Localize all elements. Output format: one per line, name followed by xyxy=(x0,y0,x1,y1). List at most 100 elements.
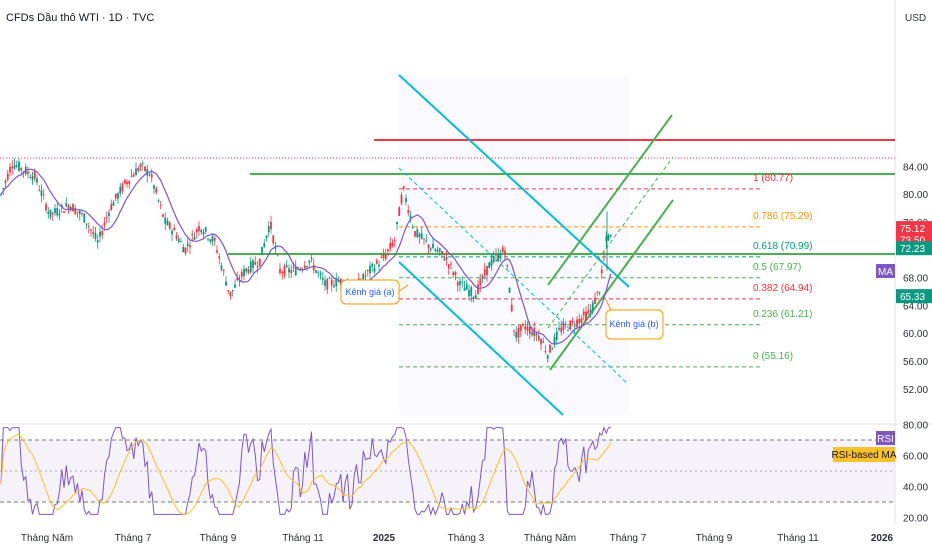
candle xyxy=(501,245,504,253)
candle xyxy=(425,234,428,244)
candle xyxy=(418,232,421,244)
time-tick: 2025 xyxy=(373,533,396,544)
time-axis: Tháng Năm Tháng 7 Tháng 9 Tháng 11 2025 Tháng… xyxy=(21,533,894,544)
candle xyxy=(409,210,412,223)
candle xyxy=(483,262,486,280)
candle xyxy=(267,221,270,237)
candle xyxy=(272,234,275,246)
candle xyxy=(540,337,542,351)
candle xyxy=(544,345,547,355)
price-tag[interactable]: 75.12 xyxy=(896,221,932,236)
candle xyxy=(38,185,41,192)
candle xyxy=(81,211,83,217)
candle xyxy=(562,318,565,334)
rsi-badge[interactable]: RSI xyxy=(876,431,895,445)
callout-channel-a[interactable]: Kênh giá (a) xyxy=(340,279,409,305)
candle xyxy=(274,241,277,255)
candle xyxy=(144,165,146,173)
candle xyxy=(600,265,603,279)
candle xyxy=(49,209,52,220)
candle xyxy=(90,228,92,237)
fib-label: 1 (80.77) xyxy=(753,173,793,184)
channel-b[interactable] xyxy=(547,114,674,371)
candle xyxy=(416,226,419,239)
candle xyxy=(252,258,254,273)
channel-a[interactable] xyxy=(398,74,630,416)
candle xyxy=(389,237,392,252)
candle xyxy=(137,165,140,173)
candle xyxy=(108,209,110,223)
candle xyxy=(83,213,86,224)
candle xyxy=(488,261,491,269)
candle xyxy=(582,308,585,321)
candle xyxy=(132,171,135,177)
candle xyxy=(303,260,306,270)
candle xyxy=(387,248,389,257)
candle xyxy=(247,265,250,275)
candle xyxy=(542,337,545,344)
candle xyxy=(220,262,223,272)
ma-badge[interactable]: MA xyxy=(876,264,895,278)
candle xyxy=(276,252,279,257)
candle xyxy=(558,321,560,332)
candle xyxy=(504,246,506,261)
candle xyxy=(45,202,47,213)
candle xyxy=(29,173,32,179)
candle xyxy=(126,178,128,188)
candle xyxy=(54,204,56,217)
callout-channel-b[interactable]: Kênh giá (b) xyxy=(605,299,664,340)
candle xyxy=(519,325,522,338)
candle xyxy=(319,270,322,280)
candle xyxy=(9,162,11,176)
candle xyxy=(135,162,137,176)
candle xyxy=(324,275,326,291)
candle xyxy=(263,239,266,248)
candle xyxy=(335,272,338,292)
candle xyxy=(173,224,176,231)
candle xyxy=(571,317,574,326)
candle xyxy=(211,233,214,246)
fib-label: 0.5 (67.97) xyxy=(753,262,801,273)
candle xyxy=(222,268,225,277)
candle xyxy=(256,260,259,274)
candle xyxy=(472,295,475,303)
candle xyxy=(254,256,257,266)
candle xyxy=(445,250,448,266)
candle xyxy=(506,264,509,270)
candle xyxy=(209,238,212,245)
callout-label-a: Kênh giá (a) xyxy=(345,287,394,297)
candle xyxy=(587,304,590,315)
candle xyxy=(438,247,441,256)
candle xyxy=(414,230,416,238)
price-tag[interactable]: 72.23 xyxy=(896,241,932,256)
rsi-tick: 80.00 xyxy=(903,421,928,432)
candle xyxy=(459,277,461,292)
price-tick: 68.00 xyxy=(903,274,928,285)
time-tick: Tháng 11 xyxy=(282,533,324,544)
candle xyxy=(164,212,167,231)
candle xyxy=(447,263,450,275)
candle xyxy=(492,250,495,264)
candle xyxy=(405,194,407,206)
candle xyxy=(36,175,38,186)
candle xyxy=(207,237,209,242)
candle xyxy=(249,257,252,274)
candle xyxy=(321,271,324,286)
price-tag[interactable]: 65.33 xyxy=(896,289,932,304)
candle xyxy=(195,227,198,239)
candle xyxy=(234,279,236,289)
candle xyxy=(258,258,261,268)
candle xyxy=(270,215,272,234)
candle xyxy=(380,252,383,259)
candle xyxy=(594,292,596,304)
fib-label: 0.236 (61.21) xyxy=(753,309,813,320)
candle xyxy=(128,180,131,190)
candle xyxy=(429,247,432,253)
candle xyxy=(11,160,14,175)
candle xyxy=(283,263,286,279)
candle xyxy=(94,226,97,242)
candle xyxy=(436,246,439,254)
rsi-ma-badge[interactable]: RSI-based MA xyxy=(831,447,897,462)
svg-text:75.12: 75.12 xyxy=(900,224,925,235)
